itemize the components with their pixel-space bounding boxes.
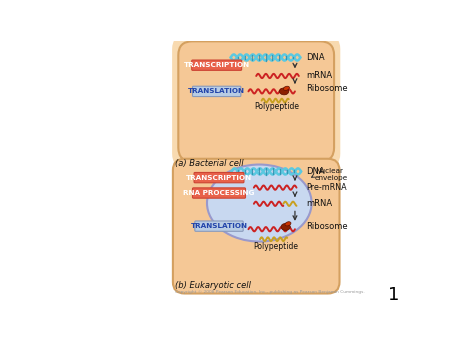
Text: TRANSCRIPTION: TRANSCRIPTION — [186, 175, 252, 180]
Text: Ribosome: Ribosome — [306, 84, 347, 93]
Text: TRANSLATION: TRANSLATION — [188, 88, 245, 94]
FancyBboxPatch shape — [194, 172, 244, 183]
FancyBboxPatch shape — [195, 221, 243, 231]
Text: (a) Bacterial cell: (a) Bacterial cell — [175, 159, 243, 168]
Ellipse shape — [285, 222, 291, 226]
FancyBboxPatch shape — [173, 159, 339, 293]
Text: mRNA: mRNA — [306, 199, 332, 208]
FancyBboxPatch shape — [193, 86, 241, 97]
Text: Nuclear
envelope: Nuclear envelope — [315, 168, 348, 181]
Text: DNA: DNA — [306, 53, 324, 62]
Text: Polypeptide: Polypeptide — [255, 102, 300, 111]
Ellipse shape — [279, 88, 289, 95]
Text: 1: 1 — [388, 286, 400, 304]
Ellipse shape — [284, 86, 289, 90]
Text: Pre-mRNA: Pre-mRNA — [306, 183, 346, 192]
Ellipse shape — [281, 223, 290, 231]
Text: (b) Eukaryotic cell: (b) Eukaryotic cell — [175, 281, 251, 290]
Text: Ribosome: Ribosome — [306, 222, 347, 231]
FancyBboxPatch shape — [178, 41, 334, 162]
FancyBboxPatch shape — [192, 60, 242, 70]
Text: DNA: DNA — [306, 167, 324, 176]
Text: Copyright © 2008 Pearson Education, Inc., publishing as Pearson Benjamin Cumming: Copyright © 2008 Pearson Education, Inc.… — [175, 290, 364, 294]
Text: mRNA: mRNA — [306, 71, 332, 80]
Text: Polypeptide: Polypeptide — [253, 242, 298, 251]
Text: RNA PROCESSING: RNA PROCESSING — [183, 190, 255, 196]
FancyBboxPatch shape — [193, 188, 246, 198]
Text: TRANSLATION: TRANSLATION — [190, 223, 248, 229]
Text: TRANSCRIPTION: TRANSCRIPTION — [184, 62, 250, 68]
FancyBboxPatch shape — [172, 35, 340, 168]
Ellipse shape — [207, 165, 311, 242]
